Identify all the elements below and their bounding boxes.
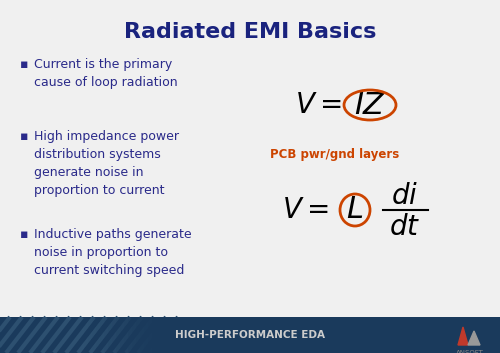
- Bar: [136, 317, 144, 353]
- Bar: [148, 317, 156, 353]
- Text: $IZ$: $IZ$: [354, 90, 386, 120]
- Bar: [132, 317, 140, 353]
- Text: ▪: ▪: [20, 228, 28, 241]
- Bar: [0, 317, 500, 353]
- Bar: [84, 317, 92, 353]
- Text: $V = $: $V = $: [295, 91, 342, 119]
- Bar: [112, 317, 120, 353]
- Bar: [80, 317, 88, 353]
- Text: Inductive paths generate
noise in proportion to
current switching speed: Inductive paths generate noise in propor…: [34, 228, 192, 277]
- Polygon shape: [468, 331, 480, 345]
- Text: ▪: ▪: [20, 58, 28, 71]
- Bar: [152, 317, 160, 353]
- Bar: [124, 317, 132, 353]
- Bar: [140, 317, 148, 353]
- Text: $L$: $L$: [346, 196, 364, 225]
- Text: $di$: $di$: [392, 182, 418, 210]
- Bar: [100, 317, 108, 353]
- Bar: [108, 317, 116, 353]
- Bar: [120, 317, 128, 353]
- Bar: [96, 317, 104, 353]
- Polygon shape: [458, 327, 468, 345]
- Text: High impedance power
distribution systems
generate noise in
proportion to curren: High impedance power distribution system…: [34, 130, 179, 197]
- Bar: [104, 317, 112, 353]
- Bar: [158, 317, 500, 353]
- Bar: [144, 317, 152, 353]
- Bar: [92, 317, 100, 353]
- Text: $dt$: $dt$: [390, 213, 420, 241]
- Text: PCB pwr/gnd layers: PCB pwr/gnd layers: [270, 148, 399, 161]
- Text: $V = $: $V = $: [282, 196, 329, 224]
- Bar: [128, 317, 136, 353]
- Bar: [88, 317, 96, 353]
- Text: Current is the primary
cause of loop radiation: Current is the primary cause of loop rad…: [34, 58, 178, 89]
- Text: HIGH-PERFORMANCE EDA: HIGH-PERFORMANCE EDA: [175, 330, 325, 340]
- Text: Radiated EMI Basics: Radiated EMI Basics: [124, 22, 376, 42]
- Bar: [156, 317, 164, 353]
- Text: ANSOFT: ANSOFT: [456, 350, 484, 353]
- Text: ▪: ▪: [20, 130, 28, 143]
- Bar: [116, 317, 124, 353]
